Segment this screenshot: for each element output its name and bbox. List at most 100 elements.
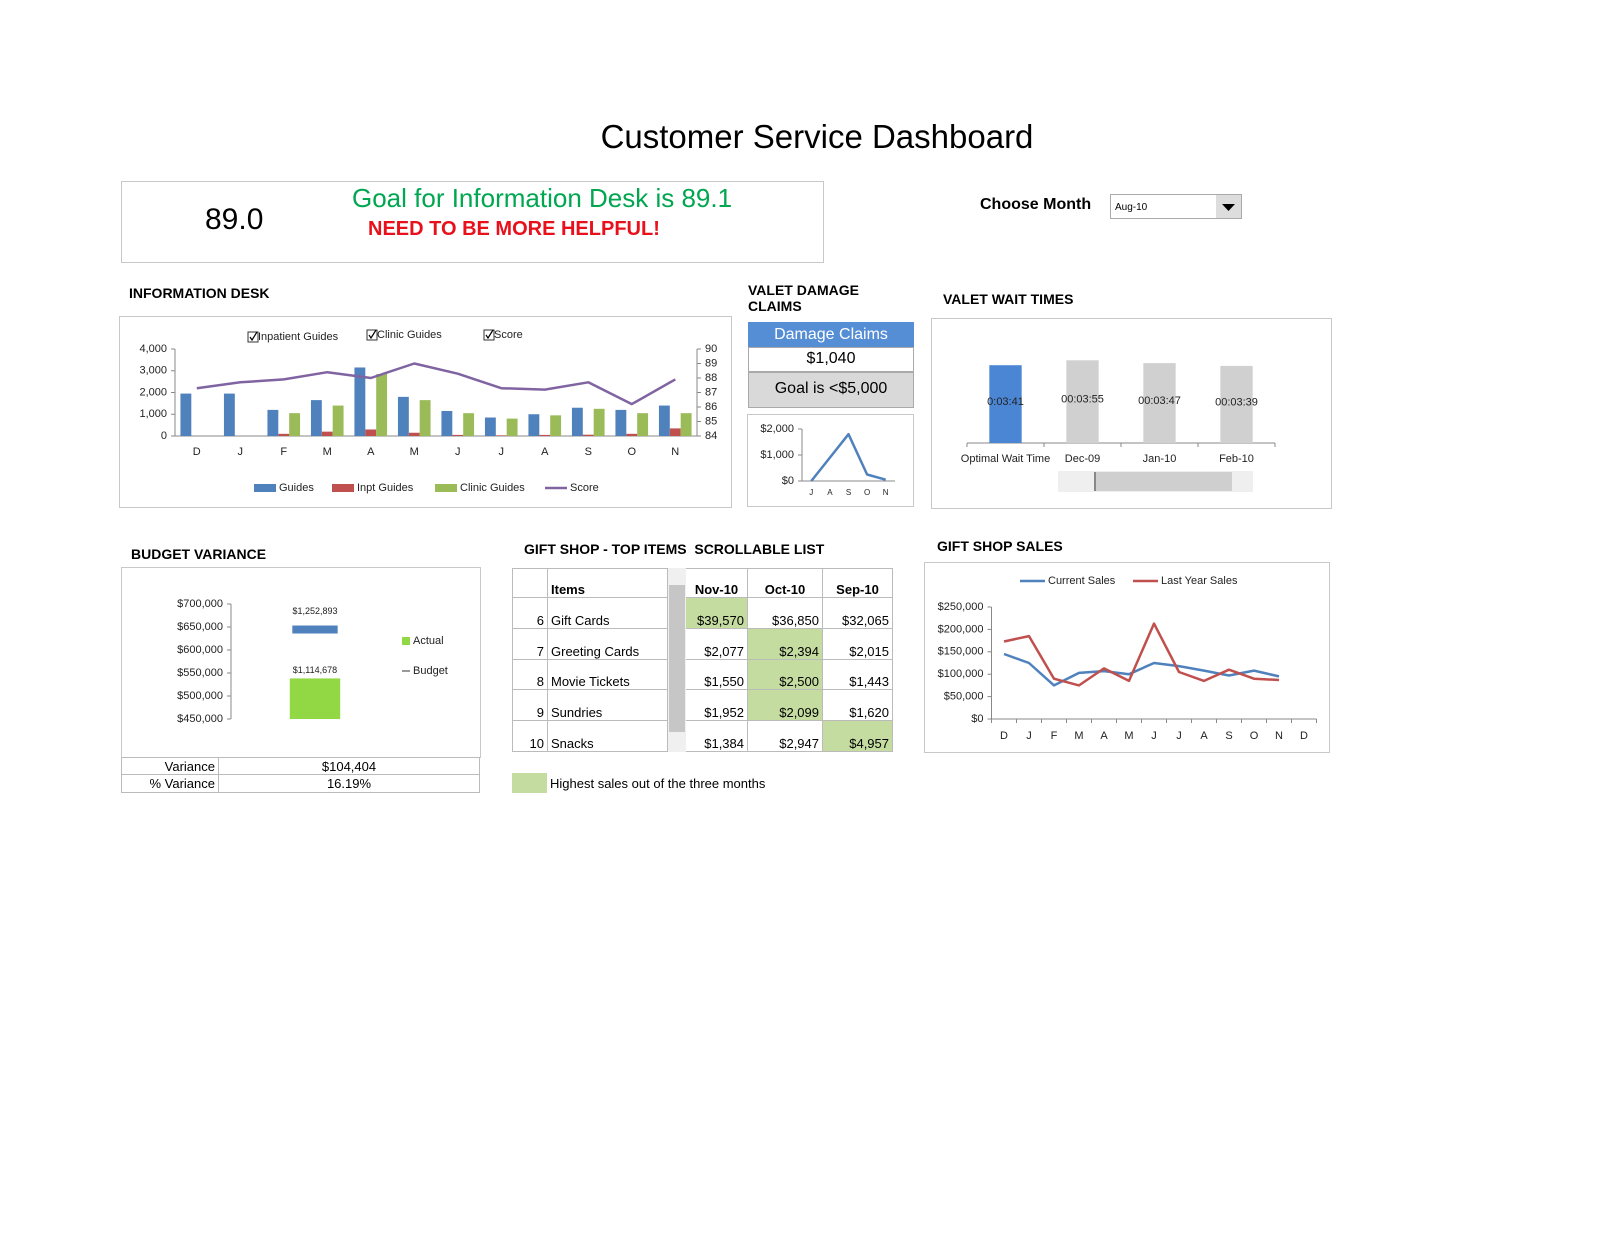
y2-tick-label: 89: [705, 357, 717, 369]
table-cell: 16.19%: [219, 775, 480, 793]
bar: [365, 429, 377, 436]
x-tick-label: D: [1300, 730, 1308, 742]
sales-cell: $2,947: [748, 721, 823, 752]
y-tick-label: 0: [161, 430, 167, 442]
x-tick-label: A: [827, 488, 833, 497]
list-scrollbar[interactable]: [668, 568, 686, 752]
line: [810, 432, 887, 482]
x-tick-label: J: [1176, 730, 1182, 742]
bar: [332, 405, 344, 436]
checkbox-label[interactable]: Inpatient Guides: [258, 331, 339, 343]
x-tick-label: N: [883, 488, 889, 497]
sales-cell: $2,015: [823, 628, 893, 660]
x-tick-label: O: [1250, 730, 1259, 742]
highlight-swatch: [512, 773, 547, 793]
checkbox-label[interactable]: Score: [494, 329, 523, 341]
checkbox[interactable]: [366, 329, 378, 341]
y2-tick-label: 88: [705, 372, 717, 384]
checkbox[interactable]: [483, 329, 495, 341]
section-title: GIFT SHOP SALES: [937, 538, 1063, 554]
check: [249, 331, 258, 342]
list-thumb[interactable]: [669, 585, 685, 732]
section-title: INFORMATION DESK: [129, 285, 270, 301]
data-label: 00:03:55: [1061, 394, 1104, 406]
bar: [278, 433, 290, 436]
y-tick-label: 3,000: [139, 365, 167, 377]
x-tick-label: J: [455, 446, 461, 458]
legend-label: Score: [570, 482, 599, 494]
y-tick-label: $600,000: [177, 644, 223, 656]
x-tick-label: N: [1275, 730, 1283, 742]
sales-cell: $32,065: [823, 598, 893, 629]
sales-cell: $2,077: [686, 628, 748, 660]
scrollbar[interactable]: [1058, 471, 1253, 492]
item-name: Gift Cards: [548, 598, 668, 629]
y-tick-label: $50,000: [944, 691, 984, 703]
section-title: VALET DAMAGE CLAIMS: [748, 282, 859, 314]
bar: [376, 374, 388, 436]
bar: [1066, 360, 1099, 443]
x-tick-label: M: [1124, 730, 1133, 742]
bar: [637, 413, 649, 436]
table-cell: Variance: [121, 757, 219, 775]
x-tick-label: J: [809, 488, 813, 497]
bar: [289, 413, 301, 436]
y-tick-label: 2,000: [139, 386, 167, 398]
page-title: Customer Service Dashboard: [600, 118, 1034, 155]
table-header: Nov-10: [686, 568, 748, 598]
legend-swatch: [402, 637, 410, 645]
legend-swatch: [435, 484, 457, 492]
y-tick-label: 4,000: [139, 343, 167, 355]
legend-label: Actual: [413, 635, 444, 647]
x-tick-label: Feb-10: [1219, 453, 1254, 465]
bar: [528, 414, 540, 436]
bar: [267, 409, 279, 436]
y-tick-label: $250,000: [938, 601, 984, 613]
table-header: Sep-10: [823, 568, 893, 598]
month-dropdown[interactable]: Aug-10: [1110, 194, 1242, 219]
bar: [626, 433, 638, 436]
sales-cell: $1,620: [823, 690, 893, 722]
y-tick-label: $2,000: [760, 423, 794, 435]
x-tick-label: N: [671, 446, 679, 458]
bar: [441, 410, 453, 436]
bar: [484, 417, 496, 436]
table-cell: % Variance: [121, 775, 219, 793]
bar: [495, 435, 507, 436]
item-name: Snacks: [548, 721, 668, 752]
table-header: Oct-10: [748, 568, 823, 598]
x-tick-label: D: [1000, 730, 1008, 742]
bar: [289, 678, 341, 719]
bar: [397, 396, 409, 436]
checkbox[interactable]: [247, 331, 259, 343]
x-tick-label: Optimal Wait Time: [961, 453, 1050, 465]
checkbox-label[interactable]: Clinic Guides: [377, 329, 442, 341]
bar: [223, 393, 235, 436]
y-tick-label: $650,000: [177, 621, 223, 633]
bar: [571, 407, 583, 436]
scroll-thumb[interactable]: [1094, 472, 1232, 491]
panel: [747, 414, 914, 507]
kpi-box: [121, 181, 824, 263]
table-header: Items: [548, 568, 668, 598]
y-tick-label: $700,000: [177, 598, 223, 610]
bar: [354, 367, 366, 436]
y2-tick-label: 90: [705, 343, 717, 355]
y-tick-label: $150,000: [938, 646, 984, 658]
y2-tick-label: 86: [705, 401, 717, 413]
y-tick-label: $200,000: [938, 623, 984, 635]
sales-cell: $1,550: [686, 659, 748, 691]
section-title: VALET WAIT TIMES: [943, 291, 1074, 307]
bar: [550, 415, 562, 436]
y2-tick-label: 87: [705, 386, 717, 398]
dropdown-arrow[interactable]: [1216, 195, 1241, 218]
data-label: $1,114,678: [293, 665, 337, 675]
y-tick-label: $0: [782, 475, 794, 487]
legend-label: Budget: [413, 665, 448, 677]
bar: [180, 393, 192, 436]
x-tick-label: A: [1100, 730, 1108, 742]
y-tick-label: $550,000: [177, 667, 223, 679]
bar: [669, 428, 681, 436]
row-number: 6: [512, 598, 548, 629]
